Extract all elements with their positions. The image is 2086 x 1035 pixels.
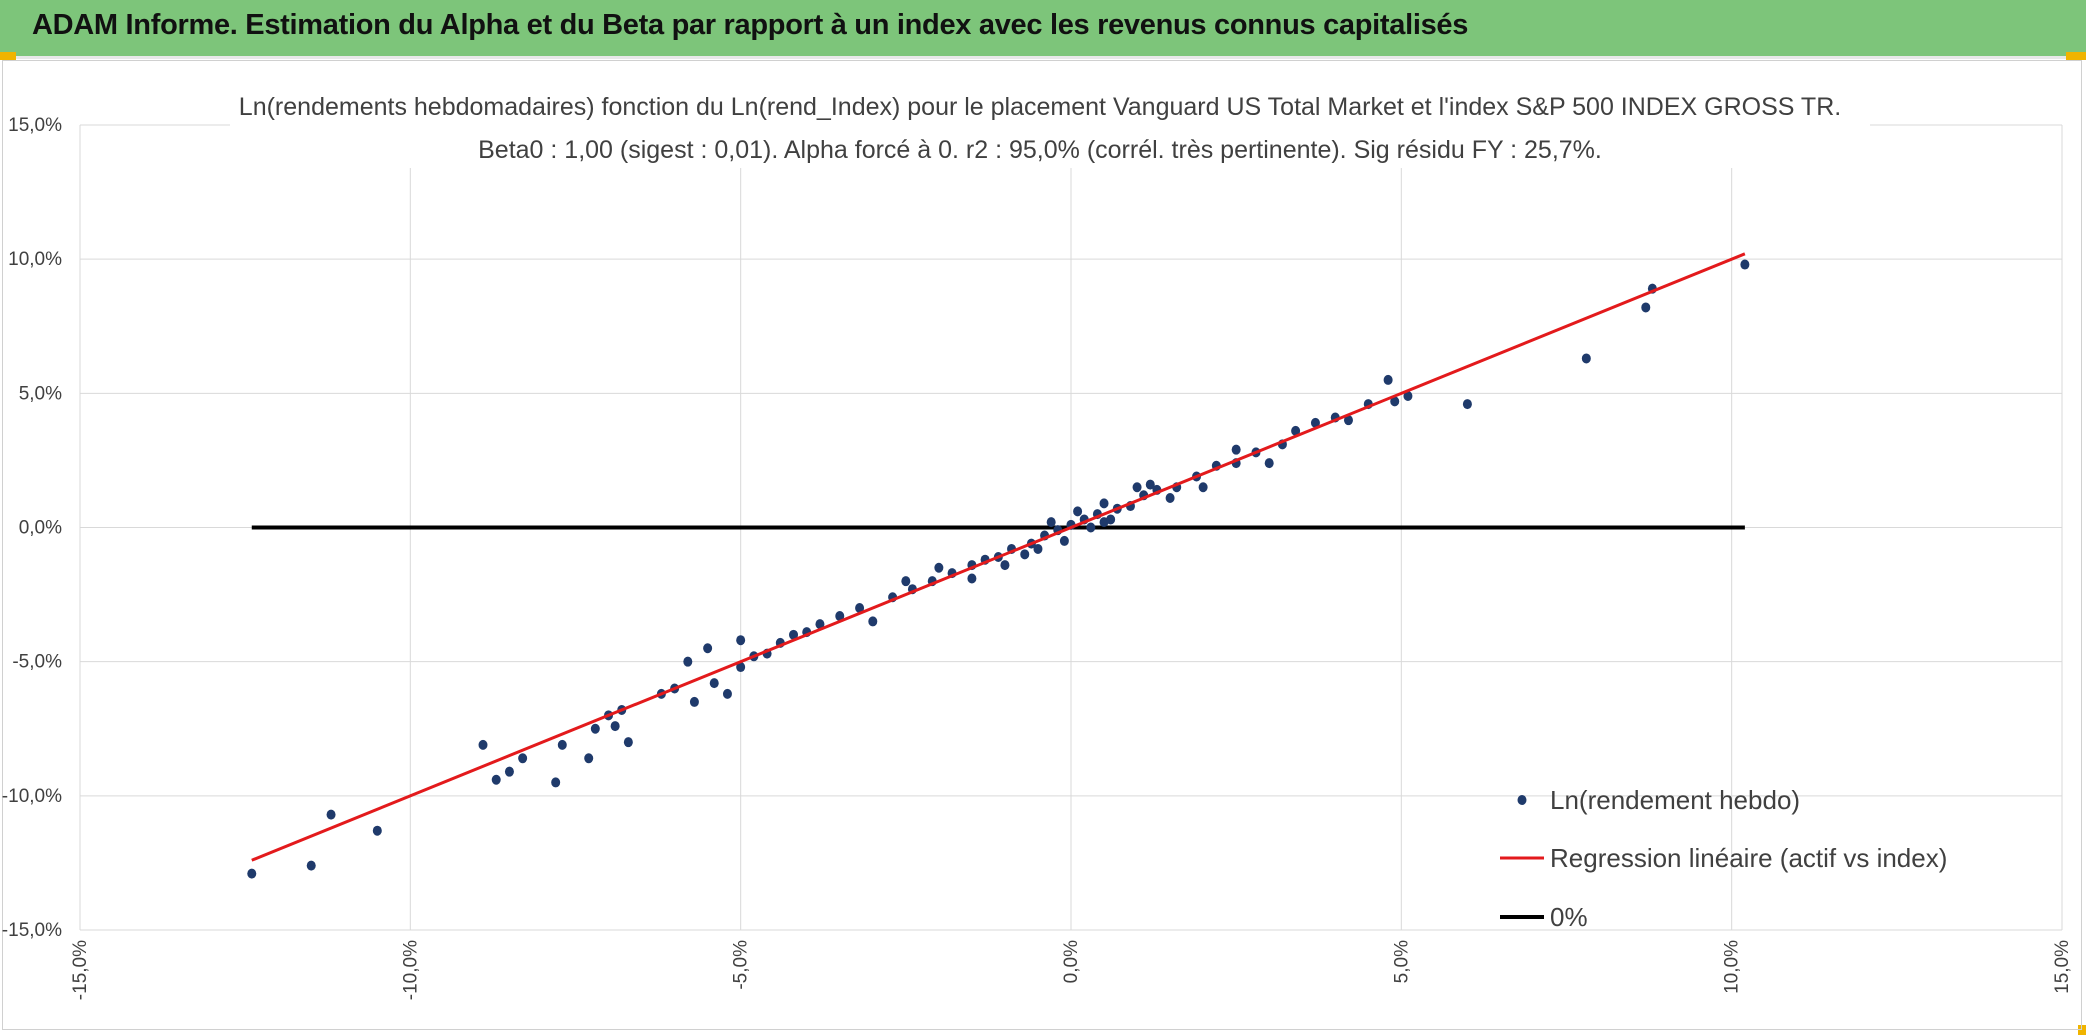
data-point	[868, 616, 878, 627]
legend-label: 0%	[1550, 902, 1588, 932]
data-point	[736, 635, 746, 646]
chart-area	[2, 60, 2082, 1030]
legend-marker-points	[1517, 795, 1527, 805]
data-point	[689, 696, 699, 707]
data-point	[1033, 543, 1043, 554]
data-point	[610, 721, 620, 732]
data-point	[736, 662, 746, 673]
data-point	[623, 737, 633, 748]
data-point	[722, 688, 732, 699]
report-title: ADAM Informe. Estimation du Alpha et du …	[32, 9, 1469, 41]
y-tick-label: 0,0%	[19, 518, 62, 539]
data-point	[478, 739, 488, 750]
data-point	[1390, 396, 1400, 407]
data-point	[1073, 506, 1083, 517]
regression-line	[251, 252, 1746, 862]
data-point	[1383, 374, 1393, 385]
data-point	[934, 562, 944, 573]
data-point	[1264, 458, 1274, 469]
tick-labels: -15,0% -10,0% -5,0% 0,0% 5,0% 10,0% 15,0% 15,0%…	[2, 115, 2073, 1000]
data-point	[1291, 425, 1301, 436]
data-point	[504, 766, 514, 777]
data-point	[1581, 353, 1591, 364]
corner-marker-bottom-right	[2078, 1025, 2086, 1035]
chart-subtitle: Beta0 : 1,00 (sigest : 0,01). Alpha forc…	[478, 136, 1602, 164]
y-tick-label: 5,0%	[19, 383, 62, 404]
data-point	[247, 868, 257, 879]
data-point	[789, 629, 799, 640]
x-tick-label: 0,0%	[1061, 940, 1082, 983]
data-point	[1403, 391, 1413, 402]
y-tick-label: -5,0%	[12, 652, 62, 673]
data-point	[1132, 482, 1142, 493]
data-point	[1462, 399, 1472, 410]
x-tick-label: -15,0%	[70, 940, 91, 1000]
x-tick-label: -10,0%	[400, 940, 421, 1000]
data-point	[1198, 482, 1208, 493]
data-point	[551, 777, 561, 788]
data-point	[584, 753, 594, 764]
data-point	[835, 611, 845, 622]
data-point	[1145, 479, 1155, 490]
chart-title: Ln(rendements hebdomadaires) fonction du…	[239, 93, 1841, 121]
data-point	[855, 603, 865, 613]
x-tick-label: -5,0%	[731, 940, 752, 990]
data-point	[1641, 302, 1651, 313]
corner-marker-top-left	[0, 52, 16, 60]
data-point	[683, 656, 693, 667]
legend-label: Ln(rendement hebdo)	[1550, 785, 1800, 815]
data-point	[1046, 517, 1056, 528]
series	[247, 252, 1750, 879]
data-point	[1106, 514, 1116, 525]
corner-marker-top-right	[2066, 52, 2086, 60]
y-tick-label: 10,0%	[8, 249, 62, 270]
data-point	[1086, 522, 1096, 533]
data-point	[1059, 535, 1069, 546]
data-point	[1099, 498, 1109, 509]
y-tick-label: -10,0%	[2, 786, 62, 807]
data-point	[1231, 444, 1241, 455]
data-point	[326, 809, 336, 820]
data-point	[1165, 492, 1175, 503]
data-point	[967, 573, 977, 584]
data-point	[590, 723, 600, 734]
data-point	[1310, 417, 1320, 428]
data-point	[372, 825, 382, 836]
y-tick-label: 15,0%	[8, 115, 62, 136]
legend: Ln(rendement hebdo) Regression linéaire (…	[1500, 785, 1947, 932]
x-tick-label: 5,0%	[1391, 940, 1412, 983]
y-tick-label: -15,0%	[2, 920, 62, 941]
data-point	[557, 739, 567, 750]
title-backdrop	[230, 88, 1870, 168]
data-point	[1343, 415, 1353, 426]
data-point	[815, 619, 825, 630]
data-point	[491, 774, 501, 785]
data-point	[306, 860, 316, 871]
data-point	[709, 678, 719, 689]
data-point	[1000, 560, 1010, 571]
report-header: ADAM Informe. Estimation du Alpha et du …	[0, 0, 2086, 59]
data-point	[901, 576, 911, 587]
data-point	[1740, 259, 1750, 270]
data-point	[703, 643, 713, 654]
x-tick-label: 10,0%	[1722, 940, 1743, 994]
legend-label: Regression linéaire (actif vs index)	[1550, 843, 1947, 873]
x-tick-label: 15,0%	[2052, 940, 2073, 994]
data-point	[518, 753, 528, 764]
data-point	[1020, 549, 1030, 560]
